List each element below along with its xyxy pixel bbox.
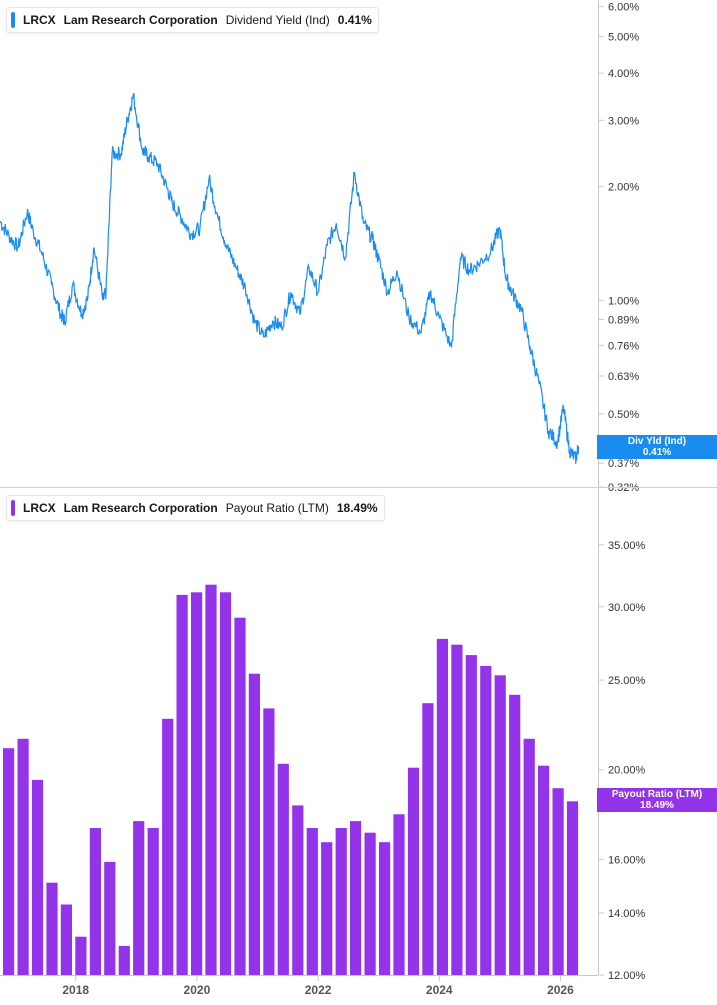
x-tick-label: 2018 [62,983,89,997]
top-legend-ticker: LRCX [23,13,56,27]
top-y-tick-label: 0.50% [608,409,639,421]
top-y-tick-label: 4.00% [608,68,639,80]
payout-bar [494,675,506,975]
payout-bar [523,738,535,975]
bottom-tag-label: Payout Ratio (LTM) [611,789,703,800]
top-y-tick-label: 0.76% [608,340,639,352]
top-legend: LRCX Lam Research Corporation Dividend Y… [6,7,379,33]
payout-bar [162,718,174,975]
top-y-tick-label: 6.00% [608,2,639,14]
dividend-yield-line [0,92,580,465]
payout-bar [335,828,347,975]
top-panel-plot [0,92,580,465]
bottom-legend-metric: Payout Ratio (LTM) [225,501,329,515]
payout-bar [451,644,463,975]
payout-bar [3,748,15,975]
top-y-tick-label: 1.00% [608,295,639,307]
bottom-legend-company: Lam Research Corporation [63,501,218,515]
payout-bar [219,592,232,975]
payout-bar [552,788,564,975]
top-y-tick-label: 0.63% [608,371,639,383]
bottom-y-tick-label: 25.00% [608,675,646,687]
bottom-legend-value: 18.49% [336,501,378,515]
top-y-tick-label: 3.00% [608,115,639,127]
payout-bar [465,655,477,975]
payout-bar [248,673,260,975]
payout-bar [17,738,29,975]
payout-bar [118,945,130,975]
payout-bar [133,821,145,975]
payout-bar [234,617,246,975]
x-tick-label: 2026 [547,983,574,997]
top-y-tick-label: 2.00% [608,182,639,194]
bottom-value-tag: Payout Ratio (LTM) 18.49% [597,788,717,812]
top-legend-metric: Dividend Yield (Ind) [225,13,330,27]
payout-bar [321,842,333,975]
payout-bar [104,861,116,975]
top-legend-company: Lam Research Corporation [63,13,218,27]
top-y-tick-label: 0.37% [608,458,639,470]
x-tick-label: 2024 [426,983,453,997]
payout-bar [176,594,188,975]
payout-bar [60,904,72,975]
payout-bar [306,828,318,975]
top-y-tick-label: 5.00% [608,32,639,44]
top-legend-swatch [11,12,15,28]
payout-bar [350,821,362,975]
payout-bar [422,703,434,975]
payout-bar [364,832,376,975]
bottom-panel-axis: 35.00% 30.00% 25.00% 20.00% 16.00% 14.00% 12.0… [598,540,646,982]
payout-bar [89,828,101,975]
bottom-legend-swatch [11,500,15,516]
payout-bar [277,763,289,975]
bottom-y-tick-label: 16.00% [608,854,646,866]
bottom-y-tick-label: 20.00% [608,765,646,777]
payout-bar [31,779,44,975]
payout-bar [509,694,521,975]
top-tag-value: 0.41% [642,447,672,458]
payout-bar [393,814,405,975]
payout-bar [191,592,203,975]
bottom-y-tick-label: 14.00% [608,908,646,920]
bottom-y-tick-label: 30.00% [608,602,646,614]
top-tag-label: Div Yld (Ind) [627,436,687,447]
bottom-legend-ticker: LRCX [23,501,56,515]
bottom-tag-value: 18.49% [640,800,674,811]
bottom-legend: LRCX Lam Research Corporation Payout Rat… [6,495,385,521]
top-value-tag: Div Yld (Ind) 0.41% [597,435,717,459]
payout-bar [147,828,159,975]
payout-bar [379,842,391,975]
payout-bar [205,584,217,975]
payout-bar [75,936,87,975]
bottom-y-tick-label: 35.00% [608,540,646,552]
payout-bar [292,805,304,975]
payout-bar [407,767,420,975]
top-y-tick-label: 0.89% [608,314,639,326]
x-axis: 2018 2020 2022 2024 2026 [62,975,574,997]
top-legend-value: 0.41% [337,13,372,27]
payout-bar [538,765,550,975]
payout-bar [436,638,448,975]
bottom-y-tick-label: 12.00% [608,970,646,982]
top-panel-axis: 6.00% 5.00% 4.00% 3.00% 2.00% 1.00% 0.89% 0.76%… [598,2,639,494]
payout-bar [46,882,58,975]
payout-bar [263,708,275,975]
payout-bar [480,665,492,975]
payout-bar [566,801,579,975]
bottom-panel-plot [3,584,579,975]
x-tick-label: 2020 [184,983,211,997]
x-tick-label: 2022 [305,983,332,997]
